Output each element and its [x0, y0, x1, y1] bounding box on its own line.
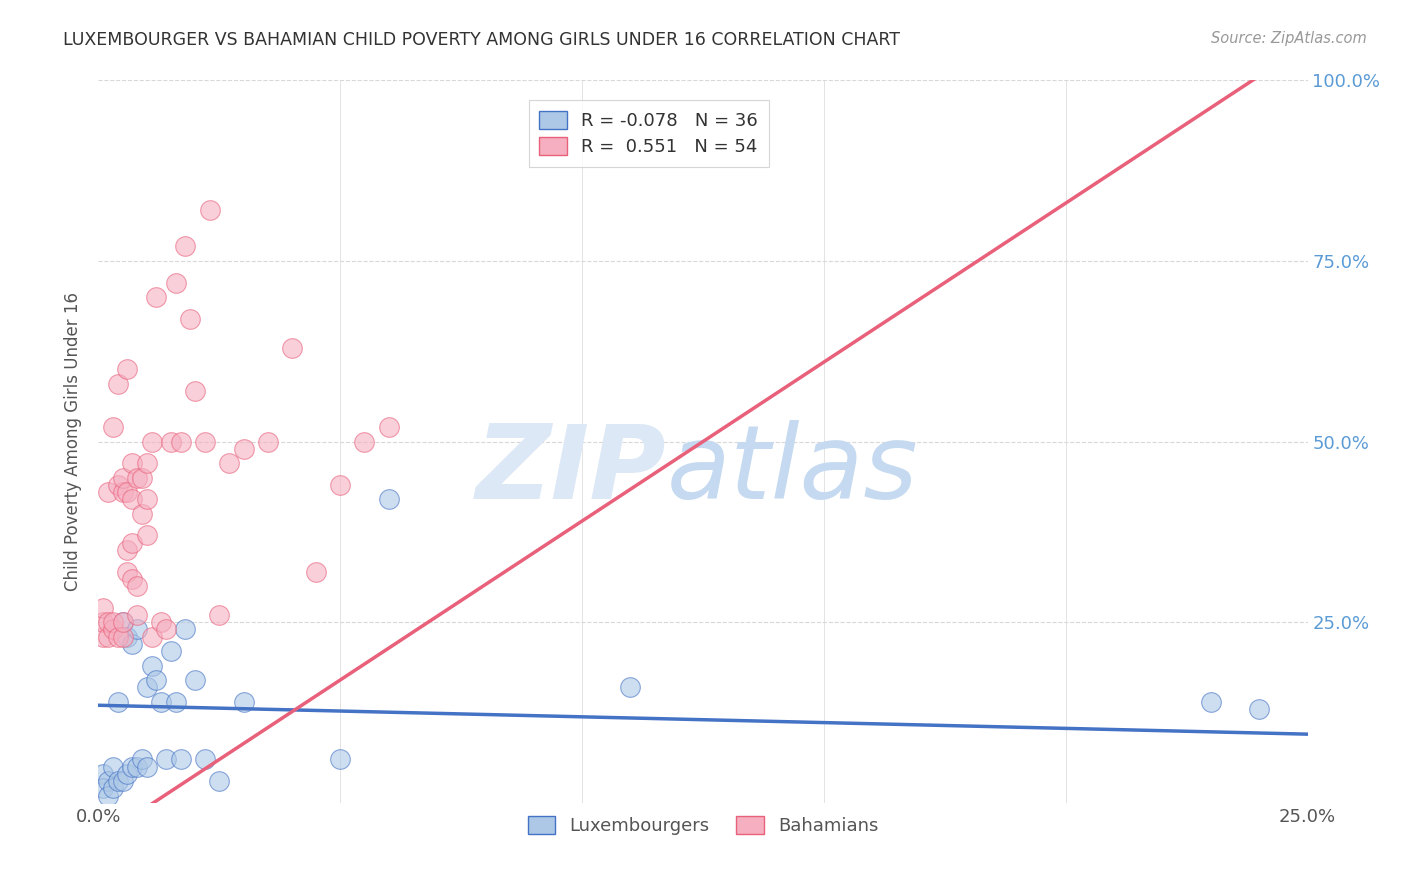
Point: [117, 767, 139, 781]
Point: [141, 434, 163, 449]
Point: [208, 774, 231, 789]
Point: [97, 774, 120, 789]
Point: [107, 695, 129, 709]
Point: [121, 572, 143, 586]
Point: [127, 760, 149, 774]
Point: [145, 673, 167, 687]
Legend: Luxembourgers, Bahamians: Luxembourgers, Bahamians: [519, 807, 887, 845]
Point: [97, 485, 120, 500]
Point: [619, 680, 641, 694]
Point: [194, 434, 217, 449]
Point: [377, 420, 399, 434]
Point: [111, 774, 134, 789]
Point: [232, 442, 254, 456]
Point: [179, 311, 201, 326]
Point: [232, 695, 254, 709]
Point: [184, 384, 207, 398]
Point: [111, 485, 134, 500]
Point: [135, 680, 157, 694]
Point: [101, 420, 124, 434]
Point: [131, 752, 153, 766]
Point: [121, 760, 143, 774]
Point: [117, 485, 139, 500]
Point: [107, 774, 129, 789]
Point: [101, 615, 124, 630]
Point: [135, 456, 157, 470]
Point: [117, 362, 139, 376]
Point: [305, 565, 328, 579]
Point: [127, 607, 149, 622]
Point: [121, 456, 143, 470]
Point: [107, 630, 129, 644]
Point: [91, 630, 114, 644]
Point: [169, 752, 191, 766]
Point: [121, 535, 143, 549]
Point: [121, 492, 143, 507]
Point: [174, 623, 197, 637]
Point: [111, 615, 134, 630]
Point: [101, 623, 124, 637]
Text: atlas: atlas: [666, 420, 918, 520]
Point: [160, 434, 183, 449]
Point: [208, 607, 231, 622]
Point: [353, 434, 375, 449]
Point: [145, 290, 167, 304]
Point: [111, 615, 134, 630]
Point: [1199, 695, 1222, 709]
Point: [111, 470, 134, 484]
Point: [184, 673, 207, 687]
Point: [101, 781, 124, 796]
Point: [97, 615, 120, 630]
Y-axis label: Child Poverty Among Girls Under 16: Child Poverty Among Girls Under 16: [65, 292, 83, 591]
Point: [127, 623, 149, 637]
Point: [150, 695, 173, 709]
Point: [107, 478, 129, 492]
Point: [101, 760, 124, 774]
Point: [127, 470, 149, 484]
Point: [107, 376, 129, 391]
Point: [135, 492, 157, 507]
Point: [1249, 702, 1271, 716]
Point: [131, 470, 153, 484]
Point: [165, 695, 187, 709]
Point: [256, 434, 278, 449]
Point: [117, 542, 139, 557]
Point: [111, 630, 134, 644]
Point: [135, 528, 157, 542]
Point: [131, 507, 153, 521]
Text: ZIP: ZIP: [477, 420, 666, 521]
Point: [194, 752, 217, 766]
Point: [174, 239, 197, 253]
Point: [155, 752, 177, 766]
Point: [121, 637, 143, 651]
Point: [117, 630, 139, 644]
Point: [198, 203, 221, 218]
Point: [329, 752, 352, 766]
Point: [127, 579, 149, 593]
Text: Source: ZipAtlas.com: Source: ZipAtlas.com: [1211, 31, 1367, 46]
Point: [160, 644, 183, 658]
Point: [281, 341, 304, 355]
Point: [165, 276, 187, 290]
Point: [97, 789, 120, 803]
Point: [91, 615, 114, 630]
Point: [91, 767, 114, 781]
Point: [141, 658, 163, 673]
Point: [117, 565, 139, 579]
Point: [218, 456, 240, 470]
Point: [150, 615, 173, 630]
Point: [377, 492, 399, 507]
Point: [91, 781, 114, 796]
Point: [141, 630, 163, 644]
Text: LUXEMBOURGER VS BAHAMIAN CHILD POVERTY AMONG GIRLS UNDER 16 CORRELATION CHART: LUXEMBOURGER VS BAHAMIAN CHILD POVERTY A…: [63, 31, 900, 49]
Point: [91, 600, 114, 615]
Point: [155, 623, 177, 637]
Point: [97, 630, 120, 644]
Point: [329, 478, 352, 492]
Point: [169, 434, 191, 449]
Point: [135, 760, 157, 774]
